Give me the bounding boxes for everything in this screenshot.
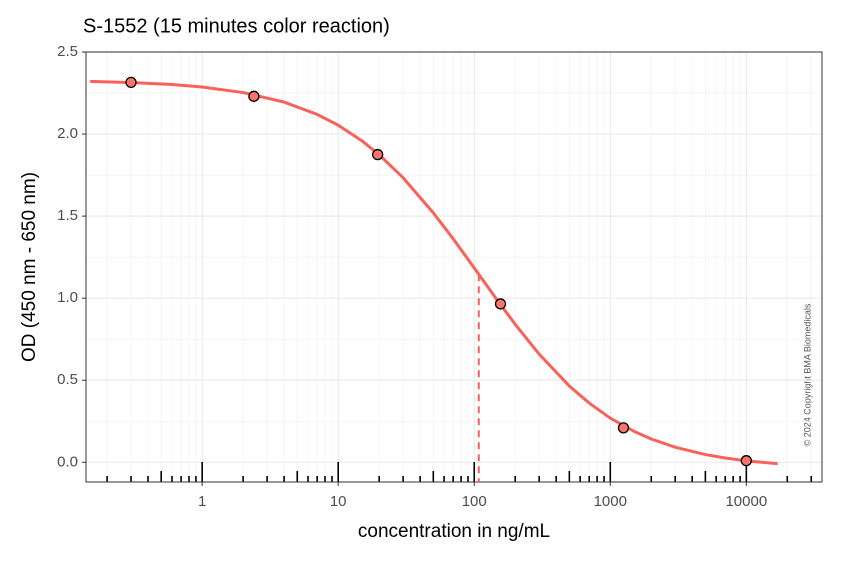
data-point	[372, 148, 384, 161]
copyright: © 2024 Copyright BMA Biomedicals	[802, 303, 812, 446]
chart-title: S-1552 (15 minutes color reaction)	[83, 15, 390, 37]
data-point	[248, 90, 260, 102]
y-tick-label: 1.5	[57, 207, 78, 224]
fit-curve	[90, 79, 778, 466]
x-axis-label: concentration in ng/mL	[358, 521, 550, 542]
x-tick-label: 10000	[725, 493, 767, 510]
y-tick-label: 2.0	[57, 125, 78, 142]
data-point	[494, 298, 507, 310]
x-tick-label: 1	[198, 493, 206, 510]
y-axis-label: OD (450 nm - 650 nm)	[19, 172, 40, 362]
x-tick-label: 1000	[594, 493, 627, 510]
data-point	[617, 422, 630, 434]
y-tick-label: 0.5	[57, 371, 78, 388]
y-tick-label: 0.0	[57, 453, 78, 470]
data-point	[740, 455, 752, 467]
plot-border	[85, 51, 823, 483]
x-tick-label: 100	[462, 493, 487, 510]
data-point	[125, 76, 137, 89]
y-tick-label: 1.0	[57, 289, 78, 306]
y-tick-label: 2.5	[57, 43, 78, 60]
x-tick-label: 10	[330, 493, 347, 510]
